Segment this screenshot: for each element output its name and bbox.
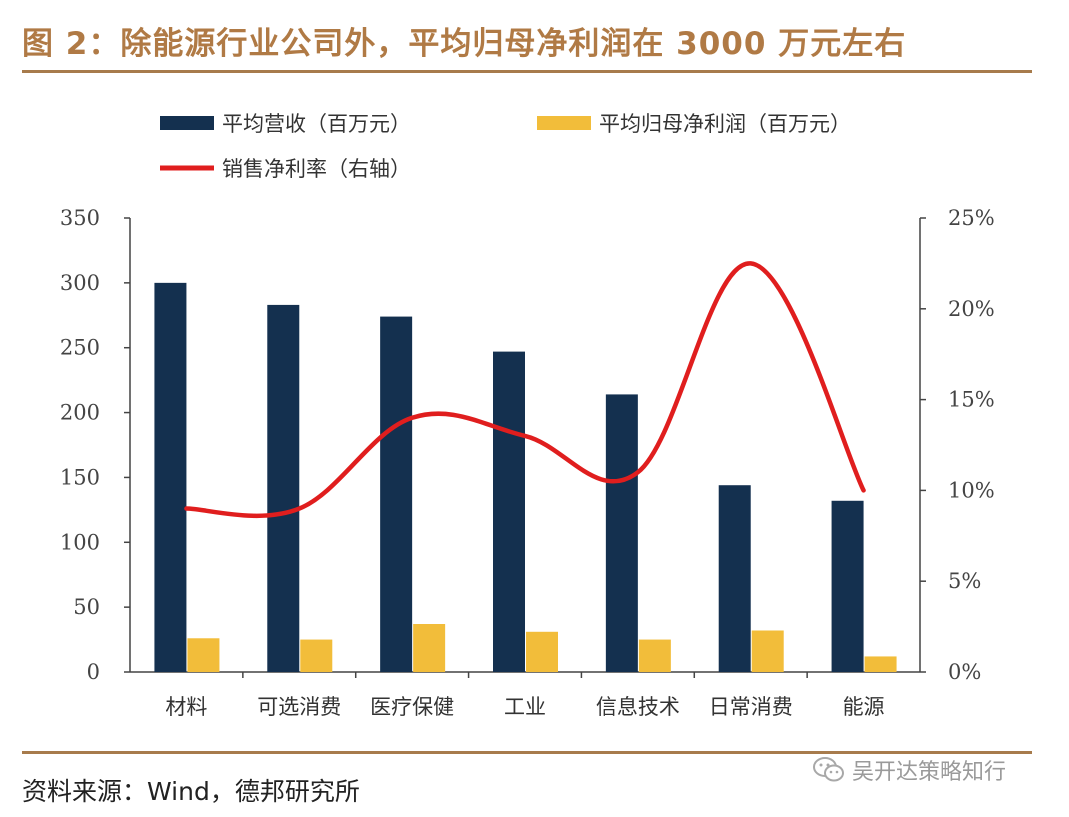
legend-swatch-revenue — [160, 116, 214, 130]
profit-bar — [187, 638, 220, 672]
profit-bar — [864, 656, 897, 672]
left-tick-label: 100 — [60, 530, 100, 554]
right-tick-label: 5% — [948, 569, 981, 593]
right-tick-label: 25% — [948, 206, 995, 230]
right-tick-label: 10% — [948, 478, 995, 502]
category-label: 工业 — [504, 695, 546, 719]
left-tick-label: 350 — [60, 206, 100, 230]
watermark-text: 吴开达策略知行 — [852, 760, 1007, 785]
left-tick-label: 300 — [60, 271, 100, 295]
category-label: 能源 — [843, 695, 885, 719]
footer-divider — [22, 751, 1032, 754]
legend-label-profit: 平均归母净利润（百万元） — [599, 112, 851, 136]
revenue-bar — [831, 500, 864, 672]
net-margin-line — [184, 261, 866, 519]
category-label: 可选消费 — [257, 695, 341, 719]
profit-bar — [413, 624, 446, 672]
category-label: 日常消费 — [709, 695, 793, 719]
profit-bar — [751, 630, 784, 672]
left-tick-label: 250 — [60, 336, 100, 360]
profit-bar — [638, 639, 671, 672]
revenue-bar — [493, 351, 525, 672]
left-tick-label: 200 — [60, 401, 100, 425]
category-label: 材料 — [165, 695, 207, 719]
profit-bar — [300, 639, 333, 672]
revenue-bar — [380, 316, 413, 672]
legend-label-margin: 销售净利率（右轴） — [222, 157, 411, 181]
wechat-icon — [813, 757, 844, 782]
left-tick-label: 150 — [60, 465, 100, 489]
right-tick-label: 15% — [948, 388, 995, 412]
data-source: 资料来源：Wind，德邦研究所 — [22, 777, 360, 806]
profit-bar — [526, 631, 558, 672]
chart-title: 图 2：除能源行业公司外，平均归母净利润在 3000 万元左右 — [22, 26, 907, 62]
right-tick-label: 0% — [948, 660, 981, 684]
category-label: 信息技术 — [596, 695, 680, 719]
revenue-bar — [267, 304, 300, 672]
legend-label-revenue: 平均营收（百万元） — [222, 112, 411, 136]
title-divider — [22, 70, 1032, 73]
left-tick-label: 0 — [87, 660, 100, 684]
legend-swatch-profit — [537, 116, 591, 130]
chart: 0 50 100 150 200 250 300 350 0% 5% 10% 15% 20% 25% 材料 可… — [60, 112, 995, 719]
revenue-bar — [605, 394, 638, 672]
watermark: 吴开达策略知行 — [812, 752, 1006, 788]
revenue-bar — [154, 282, 187, 672]
right-tick-label: 20% — [948, 297, 995, 321]
left-tick-label: 50 — [73, 595, 100, 619]
category-label: 医疗保健 — [370, 695, 454, 719]
revenue-bar — [718, 485, 751, 672]
